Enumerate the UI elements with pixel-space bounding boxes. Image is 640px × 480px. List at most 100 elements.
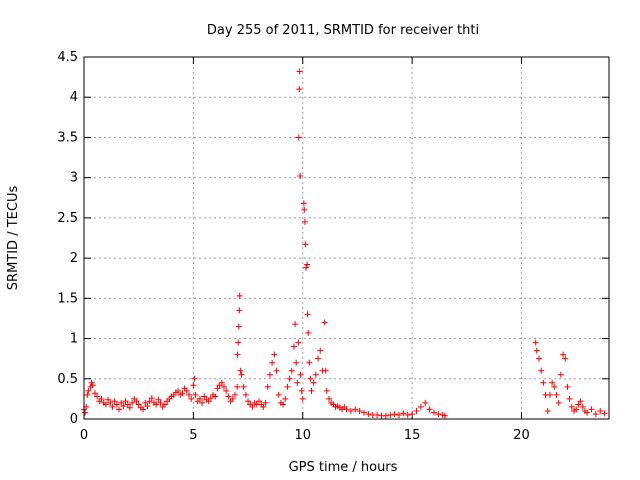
data-point bbox=[144, 403, 151, 410]
y-tick-label: 1 bbox=[70, 332, 78, 347]
data-point bbox=[120, 403, 127, 410]
data-point bbox=[133, 398, 140, 405]
data-point bbox=[307, 375, 314, 382]
data-point bbox=[271, 351, 278, 358]
x-tick-label: 5 bbox=[189, 428, 197, 443]
data-point bbox=[315, 355, 322, 362]
data-point bbox=[396, 411, 402, 418]
data-point bbox=[188, 395, 195, 402]
data-point bbox=[601, 410, 608, 417]
data-point bbox=[94, 393, 101, 400]
data-point bbox=[296, 86, 303, 93]
y-axis-label: SRMTID / TECUs bbox=[6, 186, 21, 291]
grid bbox=[84, 57, 609, 419]
data-point bbox=[312, 371, 319, 378]
data-point bbox=[374, 411, 381, 418]
data-point bbox=[308, 387, 315, 394]
data-point bbox=[179, 390, 186, 397]
plot-frame bbox=[83, 56, 610, 420]
data-point bbox=[295, 134, 302, 141]
data-point bbox=[205, 398, 212, 405]
data-point bbox=[186, 391, 192, 398]
data-point bbox=[82, 409, 89, 416]
data-points bbox=[81, 68, 608, 419]
data-point bbox=[391, 411, 398, 418]
data-point bbox=[409, 411, 416, 418]
data-point bbox=[126, 404, 133, 411]
data-point bbox=[573, 406, 580, 413]
data-point bbox=[297, 371, 304, 378]
data-point bbox=[284, 383, 291, 390]
data-point bbox=[155, 396, 162, 403]
data-point bbox=[148, 395, 155, 402]
data-point bbox=[431, 409, 437, 416]
data-point bbox=[382, 412, 389, 419]
data-point bbox=[161, 401, 168, 408]
data-point bbox=[221, 383, 227, 390]
data-point bbox=[303, 264, 310, 271]
data-point bbox=[140, 406, 147, 413]
x-tick-label: 10 bbox=[294, 428, 311, 443]
data-point bbox=[118, 399, 125, 406]
data-point bbox=[105, 396, 112, 403]
data-point bbox=[435, 411, 442, 418]
data-point bbox=[304, 261, 311, 268]
data-point bbox=[296, 68, 303, 75]
data-point bbox=[157, 399, 164, 406]
data-point bbox=[236, 307, 243, 314]
data-point bbox=[533, 347, 540, 354]
data-point bbox=[555, 399, 562, 406]
data-point bbox=[291, 343, 297, 350]
data-point bbox=[557, 371, 564, 378]
data-point bbox=[129, 399, 136, 406]
data-point bbox=[264, 383, 271, 390]
data-point bbox=[413, 407, 420, 414]
data-point bbox=[317, 347, 324, 354]
data-point bbox=[124, 401, 131, 408]
data-point bbox=[111, 398, 118, 405]
data-point bbox=[404, 411, 411, 418]
x-axis-label: GPS time / hours bbox=[289, 460, 398, 475]
data-point bbox=[273, 367, 280, 374]
y-tick-label: 3 bbox=[70, 171, 78, 186]
y-tick-label: 0.5 bbox=[57, 372, 78, 387]
data-point bbox=[584, 409, 591, 416]
data-point bbox=[196, 395, 203, 402]
data-point bbox=[183, 387, 190, 394]
data-point bbox=[84, 391, 91, 398]
data-point bbox=[89, 382, 96, 389]
data-point bbox=[564, 383, 571, 390]
data-point bbox=[109, 403, 116, 410]
data-point bbox=[553, 391, 560, 398]
data-point bbox=[236, 292, 243, 299]
data-point bbox=[146, 398, 153, 405]
data-point bbox=[294, 379, 301, 386]
data-point bbox=[292, 321, 299, 328]
data-point bbox=[323, 387, 330, 394]
data-point bbox=[568, 403, 575, 410]
data-point bbox=[107, 399, 114, 406]
ticks: 0 0.5 1 1.5 2 2.5 3 3.5 4 4.5 0 5 10 15 20 bbox=[57, 50, 609, 443]
data-point bbox=[546, 391, 553, 398]
data-point bbox=[536, 355, 542, 362]
data-point bbox=[245, 398, 252, 405]
data-point bbox=[365, 411, 372, 418]
data-point bbox=[310, 379, 317, 386]
data-point bbox=[343, 406, 350, 413]
data-point bbox=[286, 375, 293, 382]
data-point bbox=[322, 367, 329, 374]
data-point bbox=[201, 393, 208, 400]
data-point bbox=[212, 393, 219, 400]
data-point bbox=[417, 403, 424, 410]
data-point bbox=[229, 395, 236, 402]
data-point bbox=[540, 379, 547, 386]
data-point bbox=[579, 403, 586, 410]
data-point bbox=[304, 311, 311, 318]
data-point bbox=[298, 387, 305, 394]
data-point bbox=[122, 398, 129, 405]
data-point bbox=[562, 355, 569, 362]
data-point bbox=[288, 367, 295, 374]
data-point bbox=[352, 406, 359, 413]
data-point bbox=[238, 371, 245, 378]
